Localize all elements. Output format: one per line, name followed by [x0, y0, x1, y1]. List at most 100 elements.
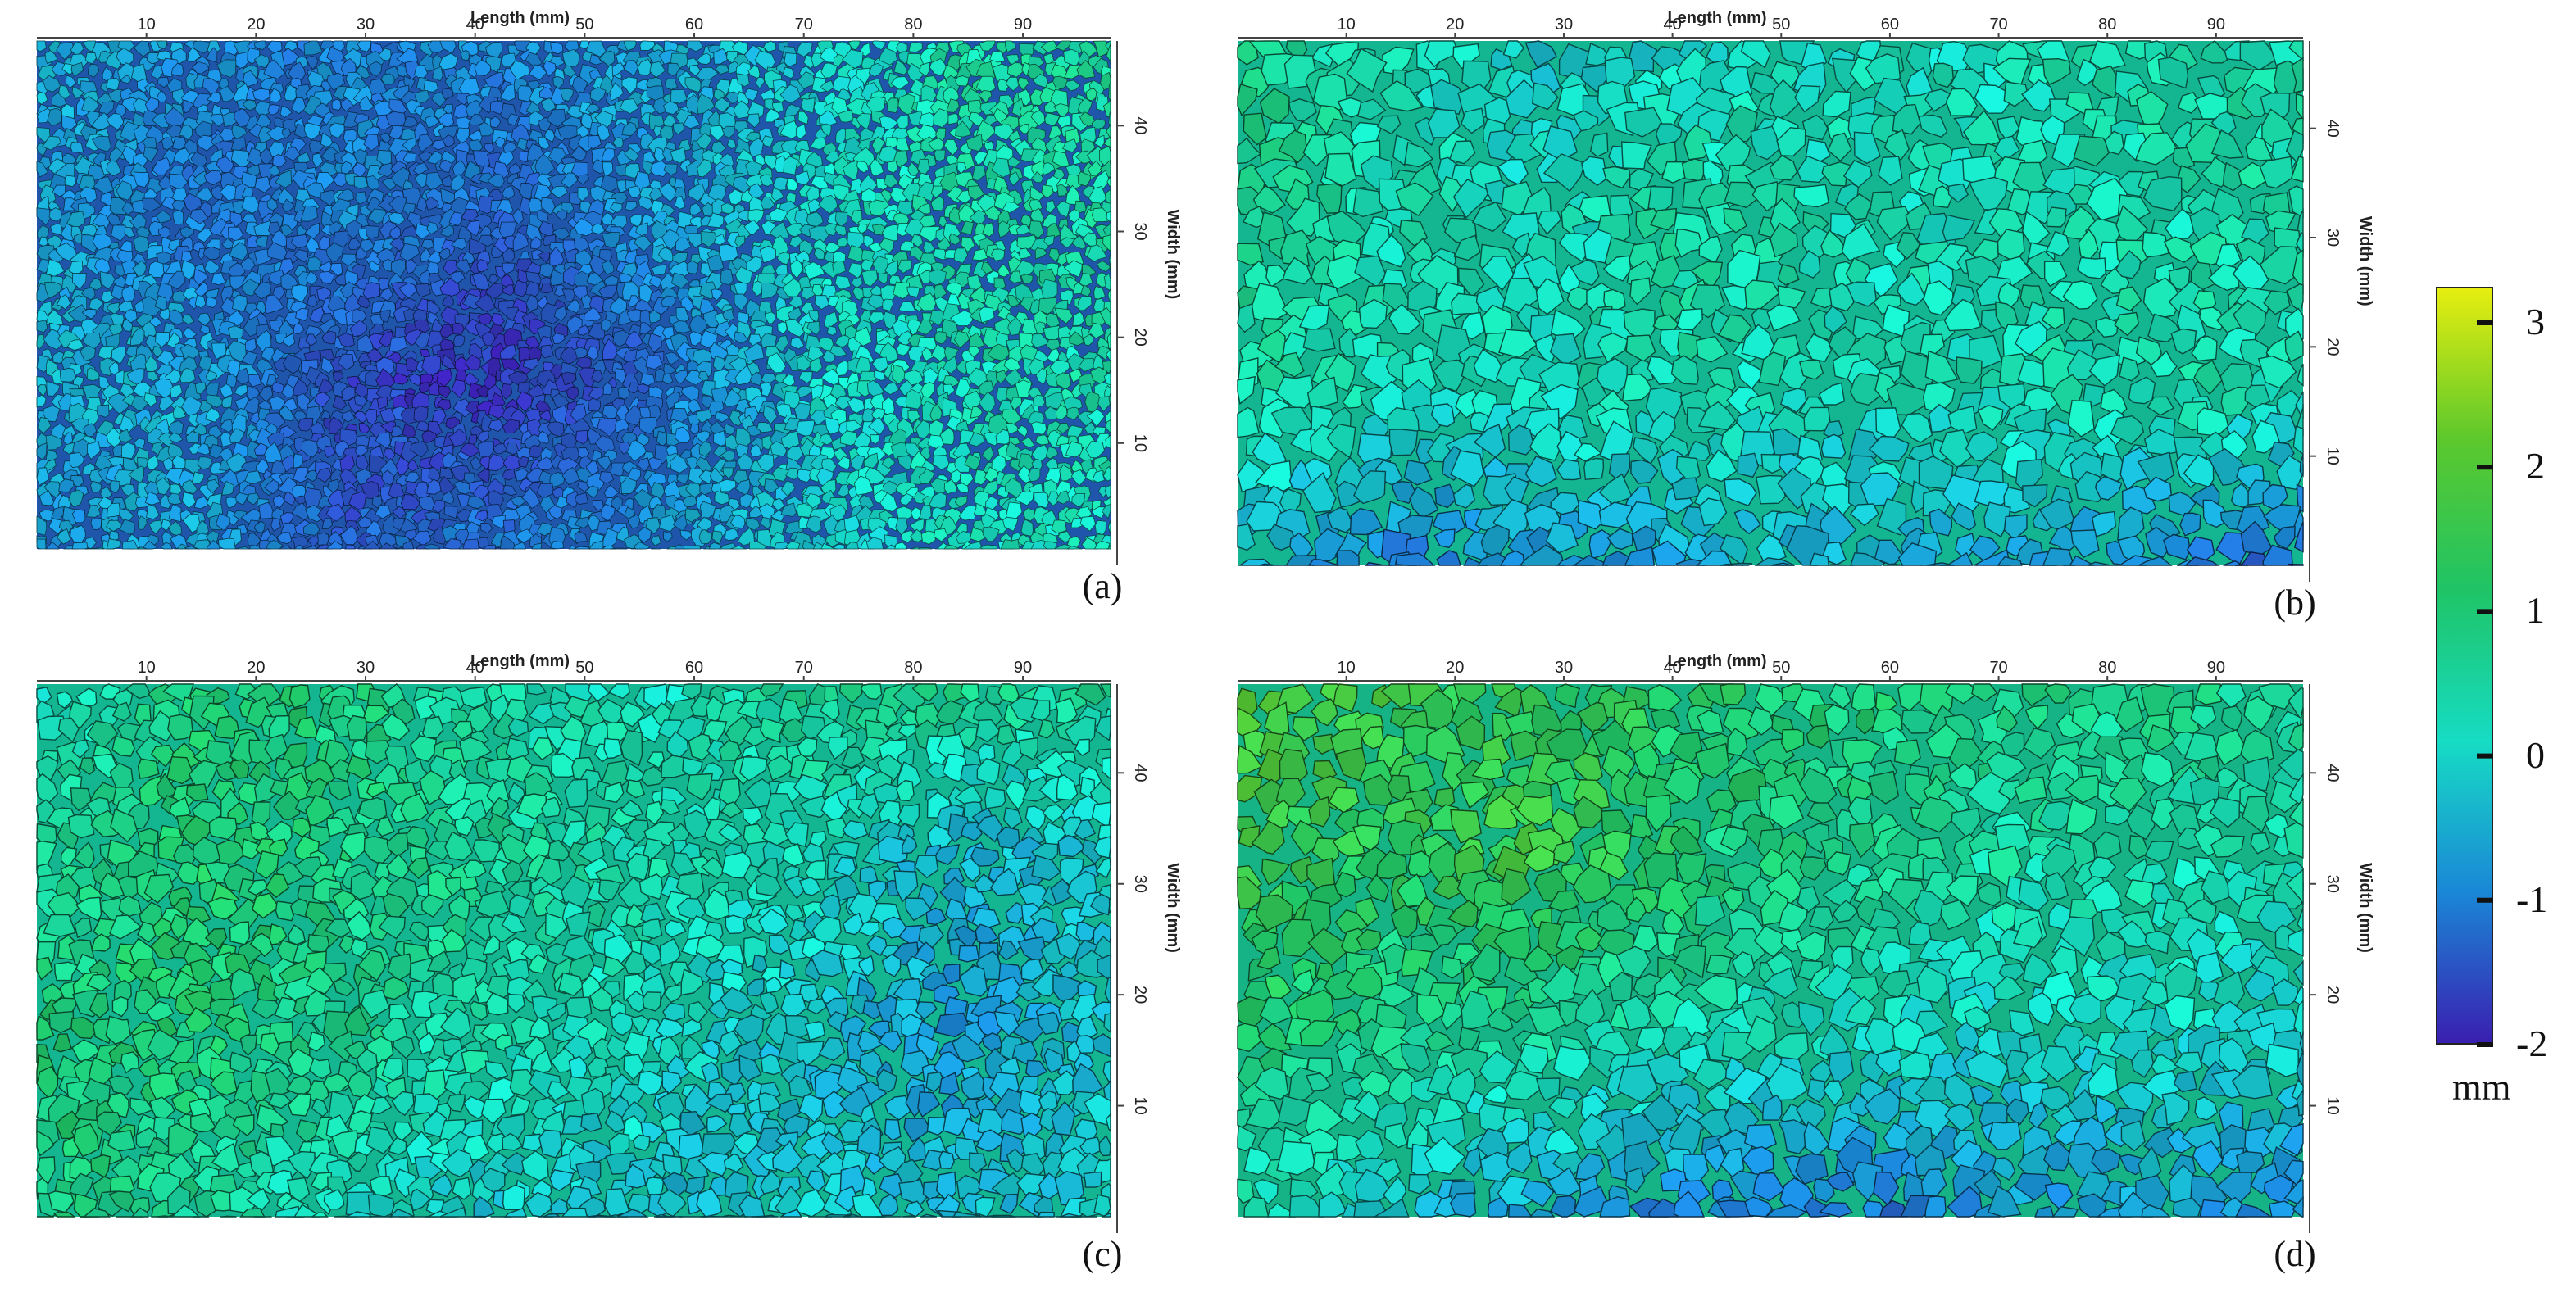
particle — [1106, 43, 1111, 66]
particle — [1923, 280, 1954, 316]
particle — [272, 154, 287, 168]
particle — [1077, 296, 1093, 311]
particle — [325, 541, 344, 550]
particle — [698, 441, 712, 457]
particle — [158, 307, 171, 320]
particle — [1524, 455, 1558, 487]
particle — [45, 541, 60, 550]
particle — [504, 442, 520, 455]
particle — [1034, 247, 1047, 260]
particle — [871, 40, 887, 51]
particle — [948, 233, 961, 246]
particle — [706, 255, 725, 272]
particle — [181, 479, 198, 495]
particle — [1448, 140, 1476, 165]
particle — [906, 319, 923, 336]
particle — [639, 40, 656, 51]
x-axis-title: Length (mm) — [1667, 9, 1766, 27]
particle — [2045, 230, 2070, 257]
particle — [788, 296, 804, 309]
particle — [784, 417, 802, 432]
particle — [2046, 206, 2067, 228]
particle — [321, 330, 337, 345]
particle — [1009, 696, 1039, 723]
particle — [303, 122, 321, 140]
particle — [597, 124, 611, 141]
particle — [279, 406, 294, 422]
particle — [283, 147, 301, 161]
particle — [388, 211, 406, 225]
particle — [425, 115, 440, 129]
particle — [825, 151, 839, 164]
particle — [269, 164, 281, 176]
particle — [525, 280, 540, 297]
particle — [624, 147, 640, 162]
particle — [981, 446, 994, 463]
particle — [168, 432, 184, 443]
particle — [1043, 100, 1060, 114]
particle — [743, 342, 765, 362]
particle — [475, 293, 496, 313]
particle — [887, 516, 898, 532]
particle — [99, 270, 116, 290]
particle — [839, 430, 859, 447]
particle — [1062, 138, 1078, 153]
particle — [929, 58, 947, 76]
particle — [359, 95, 375, 111]
particle — [837, 456, 851, 470]
particle — [1766, 303, 1801, 332]
particle — [1059, 289, 1074, 306]
particle — [321, 518, 334, 529]
particle — [2262, 544, 2293, 566]
particle — [56, 691, 74, 710]
particle — [56, 294, 71, 311]
particle — [245, 696, 275, 728]
particle — [56, 42, 75, 61]
particle — [1532, 82, 1559, 111]
particle — [620, 477, 637, 495]
particle — [300, 205, 318, 222]
particle — [295, 307, 309, 321]
particle — [1670, 355, 1699, 385]
particle — [1107, 519, 1111, 536]
particle — [1650, 207, 1678, 231]
particle — [515, 468, 529, 482]
particle — [408, 373, 421, 387]
particle — [1724, 478, 1757, 507]
particle — [161, 197, 175, 211]
particle — [125, 683, 152, 700]
particle — [520, 487, 541, 510]
particle — [1065, 546, 1083, 550]
particle — [462, 538, 479, 550]
particle — [651, 535, 661, 546]
particle — [51, 506, 64, 521]
particle — [170, 62, 184, 77]
particle — [1071, 493, 1086, 508]
particle — [979, 544, 997, 550]
particle — [410, 441, 429, 458]
particle — [1724, 181, 1763, 209]
particle — [688, 733, 713, 761]
particle — [513, 279, 529, 297]
particle — [715, 64, 730, 75]
particle — [686, 40, 704, 52]
particle — [400, 407, 418, 425]
particle — [664, 78, 679, 90]
particle — [1066, 406, 1079, 420]
x-tick-label: 10 — [1338, 16, 1356, 34]
particle — [111, 701, 132, 722]
particle — [729, 410, 743, 427]
particle — [141, 296, 161, 316]
particle — [418, 381, 432, 394]
particle — [57, 528, 71, 545]
particle — [861, 270, 879, 288]
particle — [98, 101, 115, 116]
particle — [1820, 229, 1848, 258]
particle — [362, 282, 381, 300]
particle — [416, 420, 431, 432]
particle — [973, 469, 989, 486]
particle — [85, 504, 102, 518]
particle — [179, 125, 193, 141]
particle — [1106, 332, 1111, 350]
